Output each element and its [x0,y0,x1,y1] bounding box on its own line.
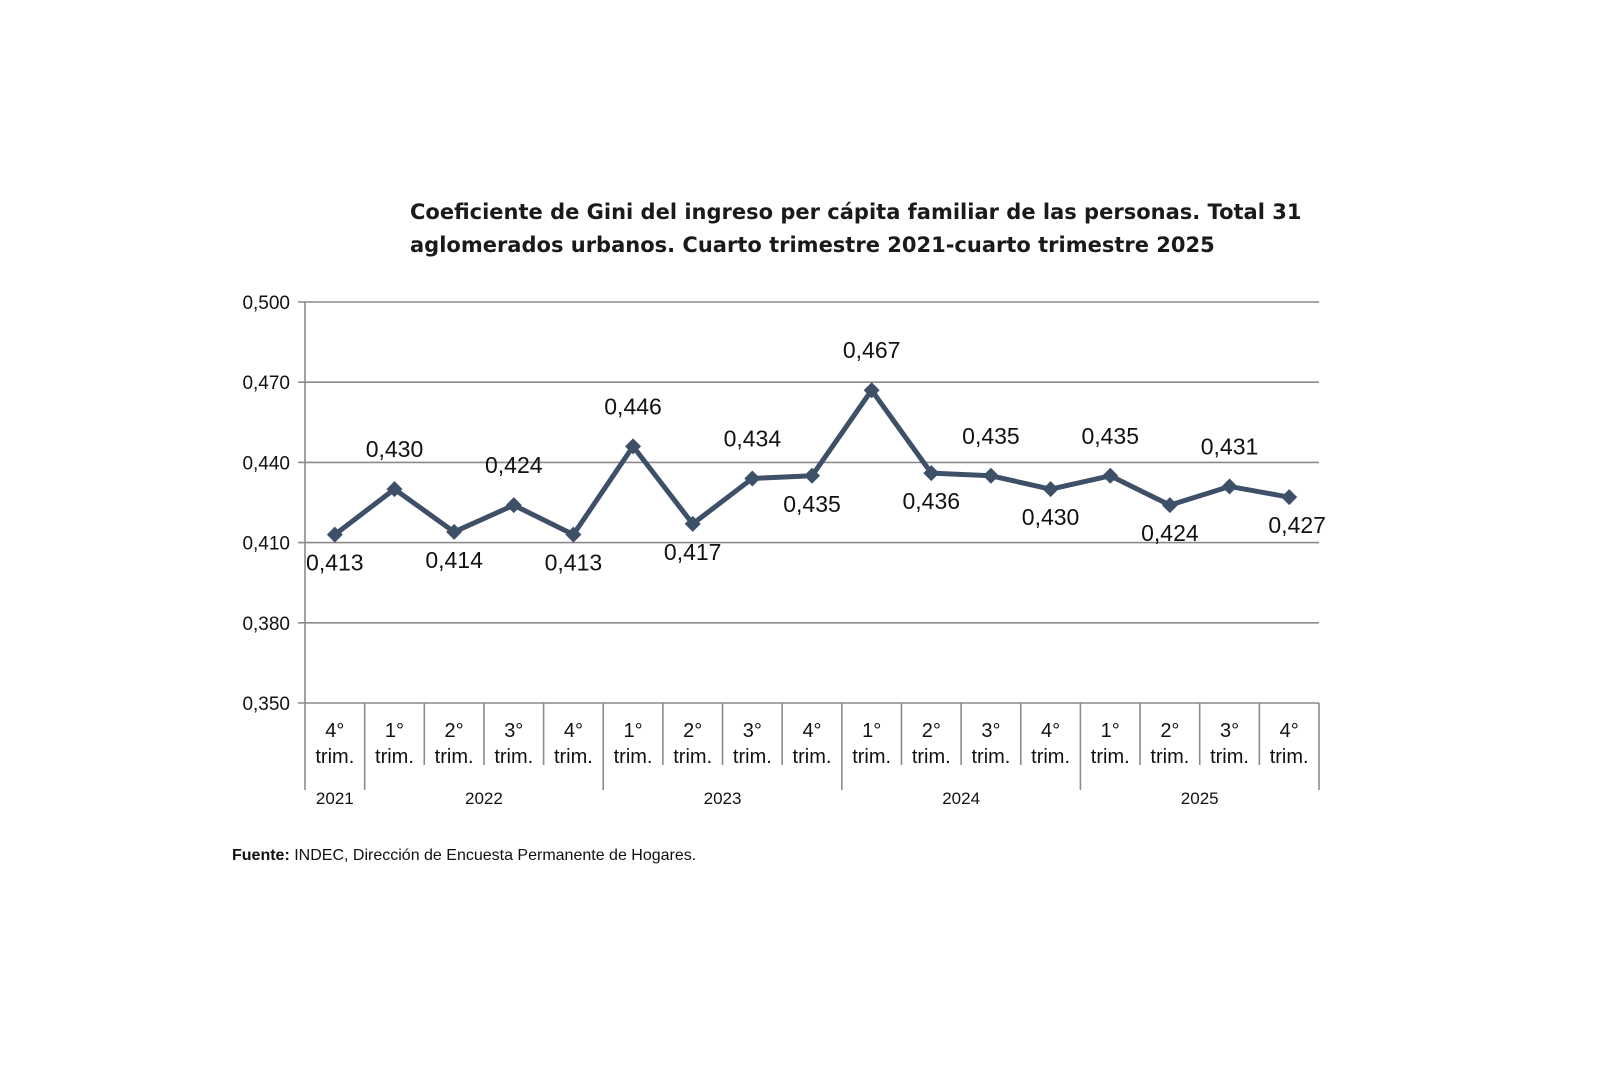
data-point [565,526,582,543]
data-label: 0,417 [664,539,722,565]
data-point [326,526,343,543]
y-tick-label: 0,410 [242,534,290,555]
x-quarter-label: 2° [1160,720,1179,742]
data-label: 0,430 [1022,504,1080,530]
x-quarter-label: 3° [1220,720,1239,742]
data-label: 0,435 [1081,423,1139,449]
data-label: 0,436 [903,488,961,514]
data-point [1221,478,1238,495]
y-tick-label: 0,500 [242,293,290,314]
data-label: 0,467 [843,337,901,363]
x-trim-label: trim. [315,746,354,768]
data-point [1161,497,1178,514]
x-quarter-label: 3° [743,720,762,742]
data-label: 0,435 [962,423,1020,449]
data-label: 0,413 [306,550,364,576]
data-point [1281,489,1298,506]
data-point [923,465,940,482]
x-year-label: 2024 [942,789,980,808]
x-trim-label: trim. [1031,746,1070,768]
data-label: 0,431 [1201,433,1259,459]
data-point [863,382,880,399]
x-trim-label: trim. [1150,746,1189,768]
x-quarter-label: 2° [445,720,464,742]
data-label: 0,413 [545,550,603,576]
x-trim-label: trim. [614,746,653,768]
data-point [1102,467,1119,484]
data-label: 0,435 [783,491,841,517]
x-trim-label: trim. [435,746,474,768]
data-label: 0,446 [604,393,662,419]
data-label: 0,424 [485,452,543,478]
x-quarter-label: 3° [981,720,1000,742]
x-year-label: 2023 [704,789,742,808]
x-quarter-label: 4° [802,720,821,742]
x-trim-label: trim. [852,746,891,768]
data-point [744,470,761,487]
x-trim-label: trim. [494,746,533,768]
y-tick-label: 0,350 [242,694,290,715]
x-trim-label: trim. [673,746,712,768]
x-quarter-label: 3° [504,720,523,742]
data-point [505,497,522,514]
x-year-label: 2025 [1181,789,1219,808]
y-tick-label: 0,440 [242,453,290,474]
x-quarter-label: 2° [683,720,702,742]
data-point [804,467,820,484]
data-point [1042,481,1059,498]
x-quarter-label: 2° [922,720,941,742]
y-tick-label: 0,380 [242,614,290,635]
x-trim-label: trim. [554,746,593,768]
data-point [386,481,403,498]
chart-title: Coeficiente de Gini del ingreso per cápi… [410,200,1302,257]
x-quarter-label: 4° [1041,720,1060,742]
data-label: 0,414 [425,547,483,573]
x-year-label: 2022 [465,789,503,808]
data-label: 0,424 [1141,520,1199,546]
data-label: 0,434 [724,425,782,451]
x-trim-label: trim. [1270,746,1309,768]
x-trim-label: trim. [375,746,414,768]
x-quarter-label: 1° [1101,720,1120,742]
x-quarter-label: 1° [385,720,404,742]
x-year-label: 2021 [316,789,354,808]
x-trim-label: trim. [733,746,772,768]
x-trim-label: trim. [912,746,951,768]
x-quarter-label: 4° [1280,720,1299,742]
data-point [982,467,999,484]
x-quarter-label: 1° [862,720,881,742]
x-trim-label: trim. [793,746,832,768]
x-trim-label: trim. [1210,746,1249,768]
x-quarter-label: 1° [623,720,642,742]
data-label: 0,430 [366,436,424,462]
x-trim-label: trim. [1091,746,1130,768]
source-note: Fuente: INDEC, Dirección de Encuesta Per… [232,847,696,865]
source-text: INDEC, Dirección de Encuesta Permanente … [289,847,697,864]
data-point [684,515,701,532]
source-label: Fuente: [232,847,290,864]
x-quarter-label: 4° [325,720,344,742]
y-tick-label: 0,470 [242,373,290,394]
data-point [625,438,642,455]
data-label: 0,427 [1268,512,1326,538]
data-point [446,523,463,540]
x-quarter-label: 4° [564,720,583,742]
x-trim-label: trim. [971,746,1010,768]
